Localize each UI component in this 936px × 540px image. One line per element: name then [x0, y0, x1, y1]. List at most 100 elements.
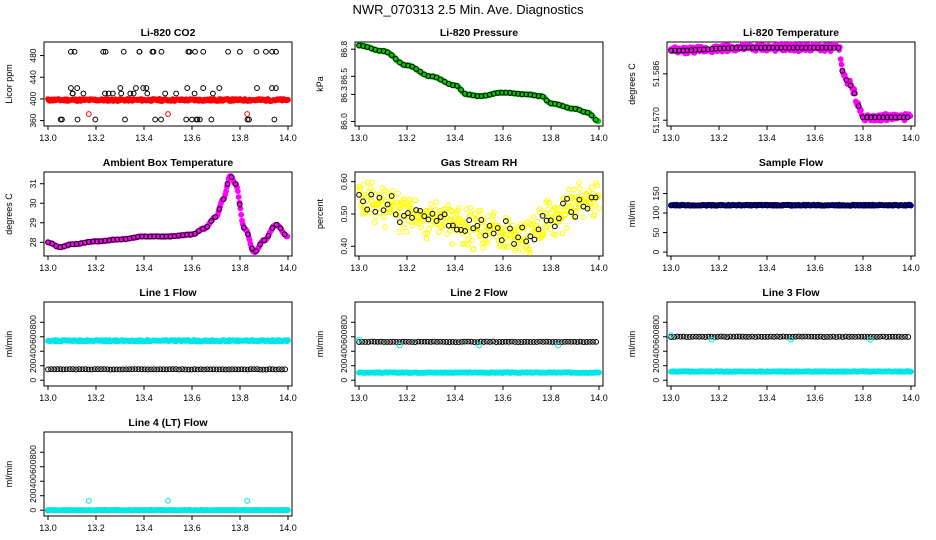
x-tick-label: 13.0 [39, 523, 57, 533]
overlay-point [523, 91, 530, 98]
overlay-point [466, 91, 473, 98]
x-tick-label: 13.2 [398, 263, 416, 273]
x-tick-label: 13.8 [231, 523, 249, 533]
data-point [273, 85, 279, 91]
data-point [253, 48, 260, 55]
overlay-point [543, 97, 550, 104]
data-point [555, 342, 562, 349]
x-tick-label: 13.8 [854, 133, 872, 143]
data-point [140, 85, 147, 91]
data-point [102, 48, 109, 55]
x-tick-label: 13.0 [350, 393, 368, 403]
chart-title: Gas Stream RH [441, 157, 517, 169]
overlay-point [462, 90, 468, 97]
chart-line-3-flow: Line 3 Flow ml/min 13.0 13.2 13.4 13.6 13.8 14.… [627, 287, 920, 403]
overlay-point [486, 91, 493, 98]
data-point [285, 337, 291, 344]
y-axis-label: ml/min [627, 201, 637, 228]
x-tick-label: 13.6 [806, 133, 824, 143]
y-axis-label: degrees C [627, 63, 637, 105]
data-point [238, 211, 245, 218]
data-point [74, 116, 81, 123]
overlay-point [388, 52, 395, 59]
data-point [389, 188, 396, 194]
overlay-point [547, 100, 554, 107]
x-tick-label: 13.0 [350, 263, 368, 273]
x-tick-label: 13.2 [398, 133, 416, 143]
data-point [369, 179, 376, 186]
data-point [158, 48, 165, 55]
overlay-point [729, 45, 736, 51]
data-point [371, 219, 378, 226]
data-point [105, 90, 112, 97]
data-point [185, 48, 192, 55]
x-tick-label: 13.8 [231, 133, 249, 143]
y-tick-label: 400 [339, 344, 349, 358]
overlay-point [396, 59, 403, 66]
data-point [380, 213, 387, 220]
y-tick-label: 51.570 [651, 107, 661, 133]
x-tick-label: 13.0 [39, 263, 57, 273]
data-point [837, 56, 844, 63]
x-tick-label: 13.2 [87, 393, 105, 403]
x-tick-label: 13.4 [135, 133, 153, 143]
data-point [152, 116, 159, 123]
y-tick-label: 0 [28, 508, 38, 513]
overlay-point [704, 46, 711, 53]
x-tick-label: 13.2 [87, 523, 105, 533]
overlay-point [868, 114, 874, 121]
series-line4-cyan [45, 507, 291, 514]
data-point [561, 194, 568, 201]
chart-title: Li-820 Temperature [743, 27, 839, 39]
y-tick-label: 31 [28, 179, 38, 189]
x-tick-label: 13.8 [231, 393, 249, 403]
data-point [234, 188, 241, 195]
data-point [117, 85, 124, 91]
y-tick-label: 400 [28, 344, 38, 358]
y-tick-label: 600 [339, 329, 349, 343]
data-point [445, 202, 452, 209]
x-tick-label: 13.2 [710, 263, 728, 273]
overlay-point [515, 90, 522, 97]
data-point [102, 90, 108, 97]
y-tick-label: 51.586 [651, 61, 661, 87]
overlay-point [474, 93, 481, 100]
data-point [905, 334, 912, 340]
chart-li820-temperature: Li-820 Temperature degrees C 13.0 13.2 13.4 1… [627, 27, 920, 143]
x-tick-label: 13.6 [806, 393, 824, 403]
overlay-point [778, 44, 785, 51]
data-point [423, 235, 430, 242]
y-tick-label: 28 [28, 237, 38, 247]
y-tick-label: 0.50 [339, 205, 349, 222]
overlay-point [790, 44, 797, 51]
x-tick-label: 14.0 [590, 133, 608, 143]
overlay-point [668, 47, 674, 54]
overlay-point [855, 103, 862, 109]
overlay-point [761, 44, 768, 51]
data-point [246, 116, 252, 123]
plot-frame [43, 171, 293, 257]
overlay-point [757, 44, 764, 51]
x-tick-label: 13.0 [662, 133, 680, 143]
data-point [576, 179, 583, 186]
overlay-point [876, 114, 882, 121]
x-tick-label: 13.4 [446, 133, 464, 143]
x-tick-label: 13.8 [231, 263, 249, 273]
plot-frame [666, 41, 916, 127]
x-tick-label: 14.0 [279, 263, 297, 273]
series-sample-flow [668, 201, 914, 209]
overlay-point [551, 100, 558, 107]
y-tick-label: 600 [651, 329, 661, 343]
data-point [191, 90, 198, 97]
data-point [68, 85, 74, 91]
data-point [57, 116, 64, 123]
data-point [588, 184, 595, 191]
x-tick-label: 13.0 [350, 133, 368, 143]
y-tick-label: 800 [28, 315, 38, 329]
overlay-point [417, 68, 424, 75]
y-tick-label: 86.3 [339, 86, 349, 103]
overlay-point [802, 44, 809, 51]
chart-gas-stream-rh: Gas Stream RH percent 13.0 13.2 13.4 13.6 13.8… [315, 157, 608, 273]
y-tick-label: 86.5 [339, 68, 349, 85]
overlay-point [814, 44, 821, 51]
